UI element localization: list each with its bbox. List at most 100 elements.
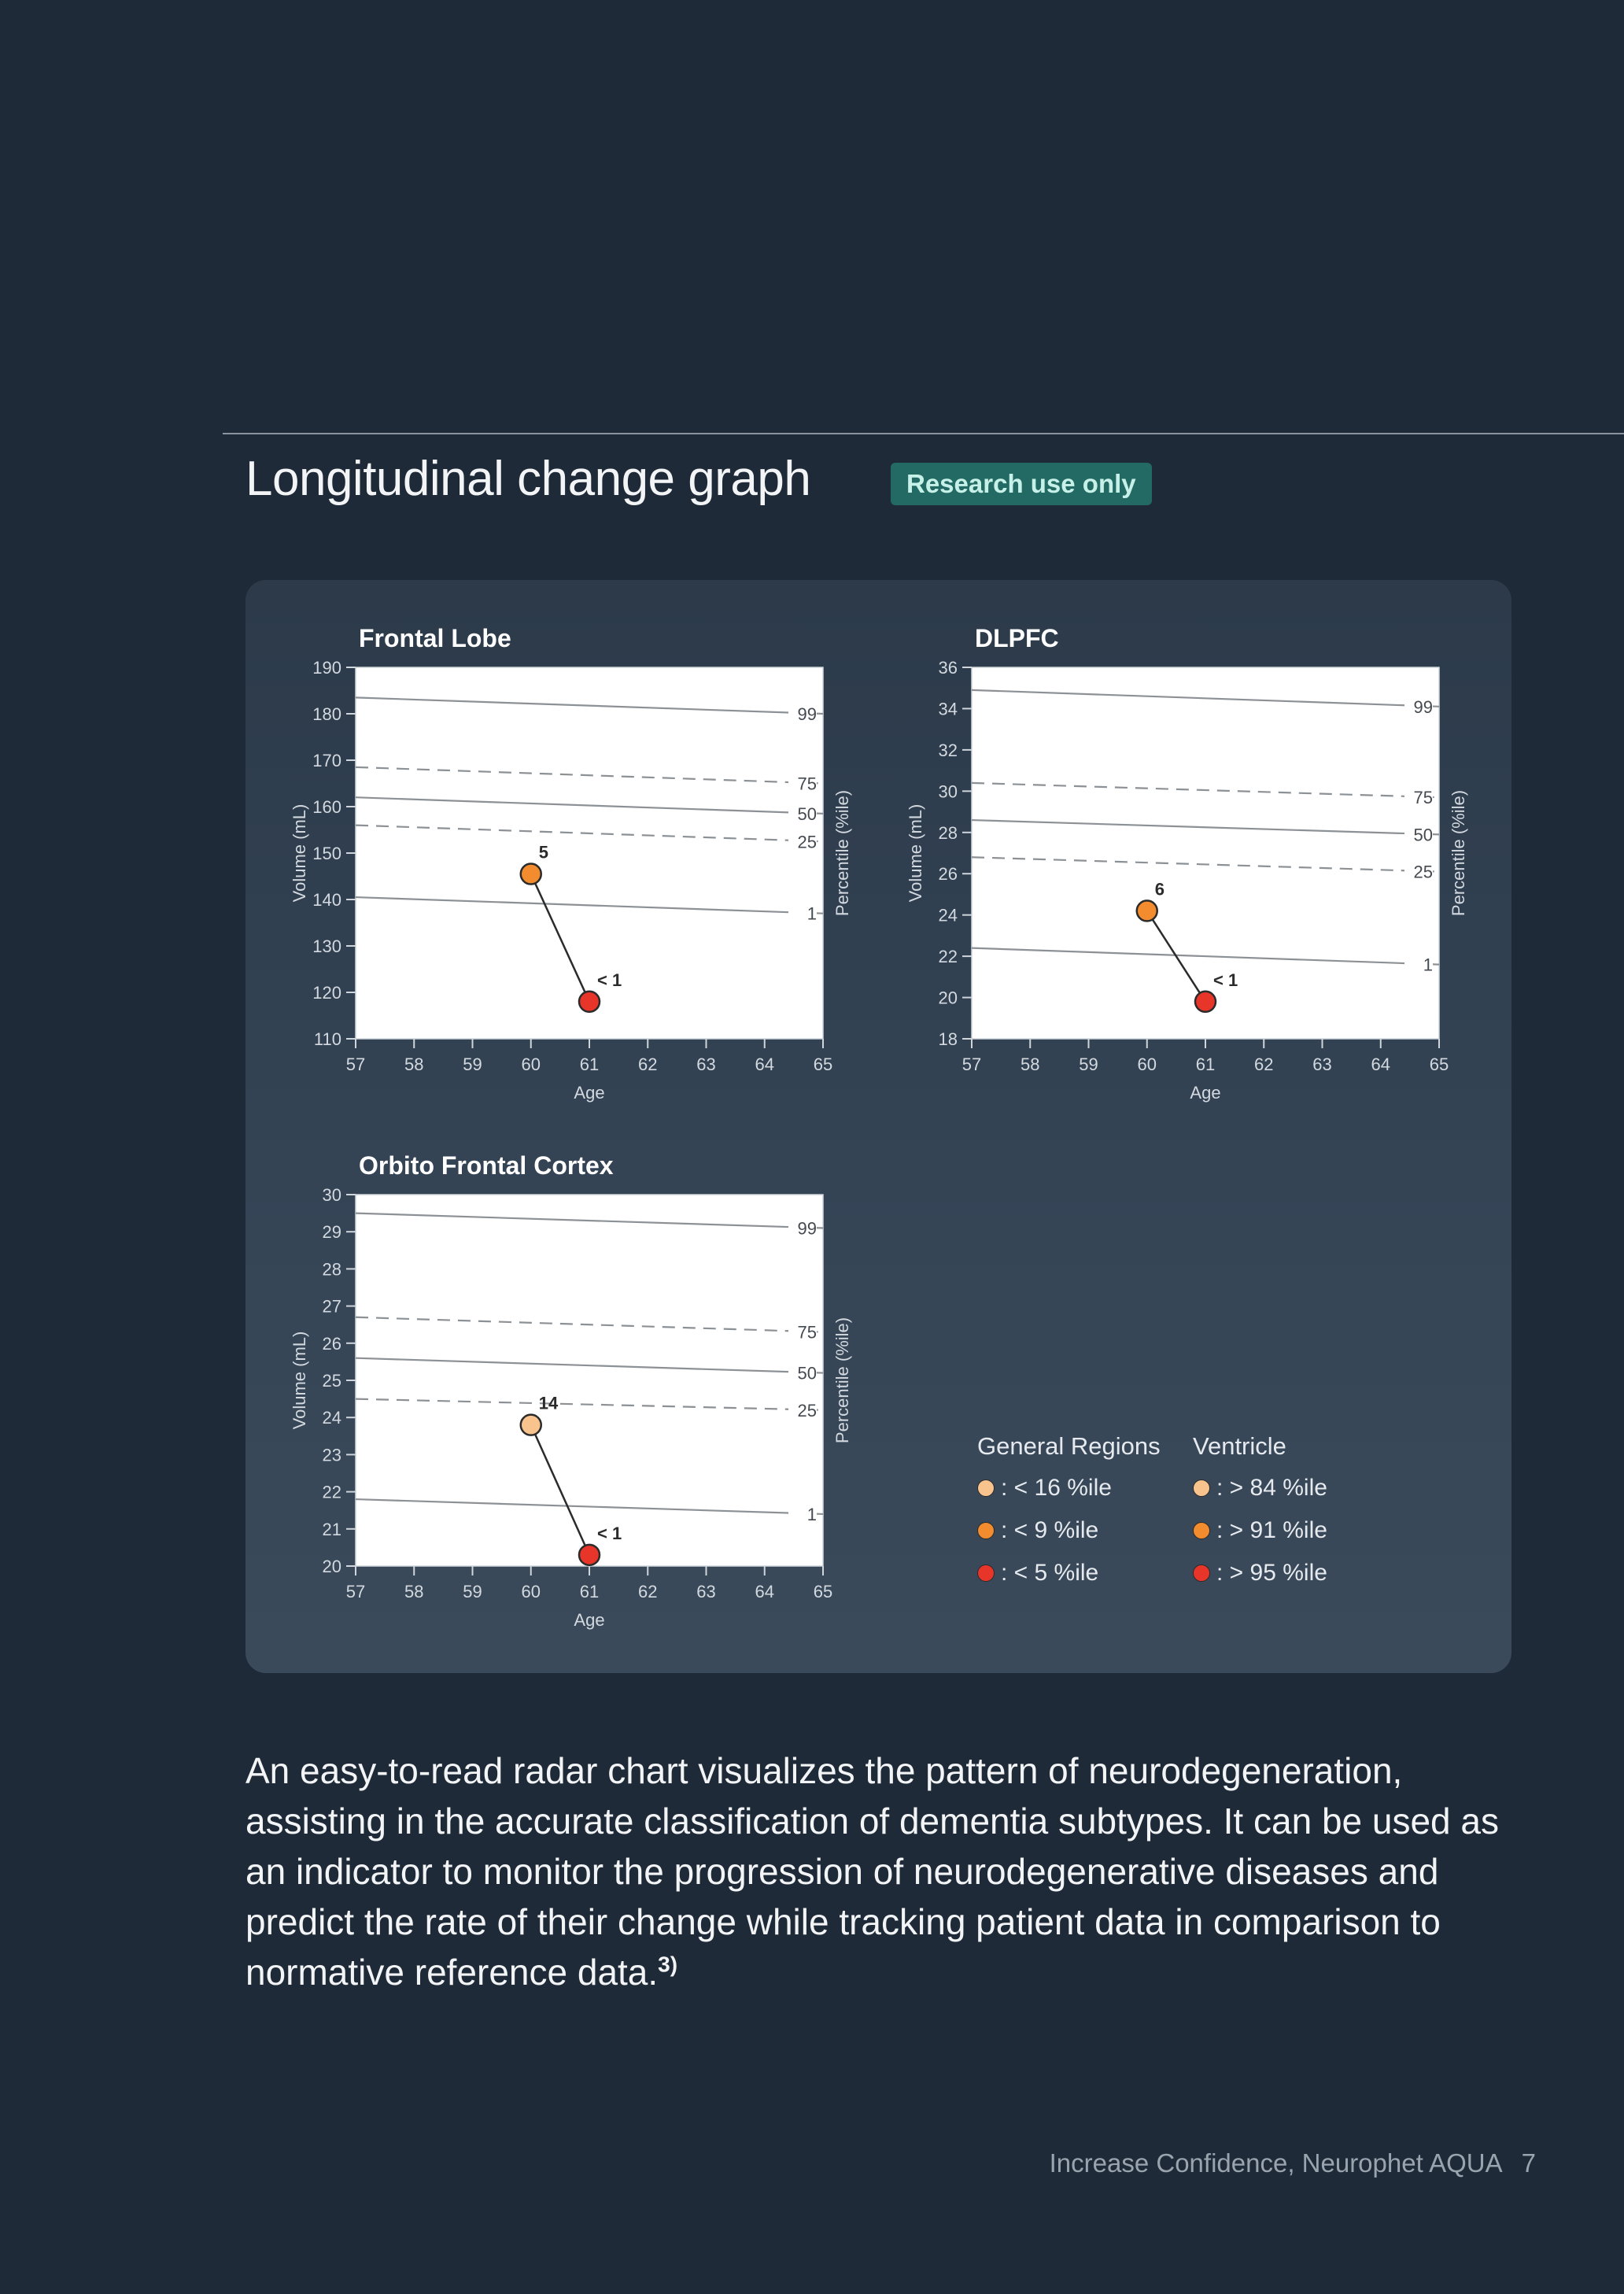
chart-title: DLPFC	[975, 624, 1059, 652]
research-use-badge: Research use only	[891, 463, 1152, 505]
y-tick-label: 18	[939, 1029, 958, 1049]
x-tick-label: 57	[962, 1055, 981, 1074]
legend-item: : < 5 %ile	[977, 1552, 1182, 1594]
y-tick-label: 28	[323, 1259, 341, 1279]
percentile-label-bg	[788, 704, 817, 723]
plot-area	[971, 667, 1440, 1040]
percentile-line	[355, 824, 824, 843]
legend-label: : < 9 %ile	[1001, 1517, 1099, 1543]
data-label: 6	[1155, 879, 1164, 899]
percentile-line	[355, 766, 824, 785]
x-tick-label: 64	[1371, 1055, 1390, 1074]
x-tick-label: 63	[696, 1582, 715, 1601]
percentile-label: 1	[807, 904, 817, 924]
y-axis-label: Volume (mL)	[906, 804, 925, 903]
percentile-line	[971, 856, 1440, 873]
percentile-label: 50	[798, 804, 817, 824]
x-tick-label: 57	[346, 1582, 365, 1601]
y2-axis-label: Percentile (%ile)	[832, 790, 852, 916]
description-paragraph: An easy-to-read radar chart visualizes t…	[245, 1745, 1504, 1997]
x-tick-label: 64	[755, 1055, 774, 1074]
y-tick-label: 32	[939, 741, 958, 760]
x-tick-label: 61	[580, 1055, 599, 1074]
data-point	[1194, 990, 1217, 1014]
legend-item: : < 9 %ile	[977, 1509, 1182, 1552]
page-footer: Increase Confidence, Neurophet AQUA 7	[1050, 2148, 1536, 2178]
y-tick-label: 20	[939, 988, 958, 1008]
percentile-line	[971, 947, 1440, 966]
percentile-label-bg	[788, 903, 817, 923]
legend-item: : > 91 %ile	[1193, 1509, 1397, 1552]
legend-label: : > 84 %ile	[1216, 1475, 1327, 1501]
y-tick-label: 21	[323, 1520, 341, 1539]
y-tick-label: 24	[939, 906, 958, 925]
x-tick-label: 62	[638, 1582, 657, 1601]
percentile-label: 25	[798, 1401, 817, 1420]
y-tick-label: 130	[312, 936, 341, 956]
percentile-line	[971, 781, 1440, 799]
x-tick-label: 62	[638, 1055, 657, 1074]
y-tick-label: 36	[939, 658, 958, 678]
legend-item: : < 16 %ile	[977, 1467, 1182, 1509]
percentile-label-bg	[788, 1400, 817, 1420]
y-tick-label: 27	[323, 1297, 341, 1317]
percentile-label: 25	[1414, 863, 1433, 882]
data-point	[519, 863, 542, 885]
percentile-label: 1	[807, 1505, 817, 1524]
percentile-label-bg	[788, 1504, 817, 1524]
y-tick-label: 29	[323, 1222, 341, 1242]
footnote-ref: 3)	[658, 1952, 678, 1977]
y-tick-label: 26	[939, 864, 958, 884]
description-text: An easy-to-read radar chart visualizes t…	[245, 1750, 1499, 1993]
percentile-label-bg	[788, 774, 817, 793]
data-point	[1135, 899, 1158, 922]
chart-title: Orbito Frontal Cortex	[359, 1151, 614, 1180]
x-axis-label: Age	[1190, 1083, 1220, 1103]
percentile-label: 99	[798, 704, 817, 724]
y-tick-label: 30	[939, 781, 958, 801]
percentile-label-bg	[1404, 696, 1433, 716]
y-tick-label: 28	[939, 823, 958, 843]
legend-swatch	[977, 1479, 995, 1497]
legend-ventricle: Ventricle : > 84 %ile : > 91 %ile : > 95…	[1193, 1432, 1397, 1594]
x-tick-label: 63	[1312, 1055, 1331, 1074]
percentile-label: 99	[1414, 697, 1433, 717]
legend-swatch	[1193, 1479, 1210, 1497]
percentile-label: 75	[798, 774, 817, 794]
y-tick-label: 26	[323, 1334, 341, 1354]
legend-swatch	[1193, 1522, 1210, 1539]
percentile-label: 99	[798, 1218, 817, 1238]
percentile-label-bg	[1404, 788, 1433, 807]
legend-heading-general: General Regions	[977, 1432, 1161, 1460]
x-tick-label: 60	[522, 1055, 541, 1074]
legend-swatch	[977, 1522, 995, 1539]
legend-label: : > 91 %ile	[1216, 1517, 1327, 1543]
percentile-label-bg	[1404, 825, 1433, 844]
x-tick-label: 62	[1254, 1055, 1273, 1074]
data-label: < 1	[597, 970, 622, 990]
y-tick-label: 170	[312, 751, 341, 770]
footer-text: Increase Confidence, Neurophet AQUA	[1049, 2148, 1503, 2178]
chart-svg: Orbito Frontal Cortex 20 21 22 23 24 25 26 27 28 2…	[290, 1151, 852, 1630]
x-tick-label: 60	[522, 1582, 541, 1601]
legend-label: : > 95 %ile	[1216, 1560, 1327, 1586]
y-tick-label: 180	[312, 704, 341, 724]
x-tick-label: 61	[1196, 1055, 1215, 1074]
y-tick-label: 190	[312, 658, 341, 678]
percentile-label-bg	[788, 832, 817, 851]
series-line	[1146, 910, 1207, 1003]
page-number: 7	[1521, 2148, 1536, 2178]
legend-swatch	[1193, 1564, 1210, 1582]
percentile-line	[355, 1212, 824, 1229]
y2-axis-label: Percentile (%ile)	[1449, 790, 1468, 916]
legend-heading-ventricle: Ventricle	[1193, 1432, 1286, 1460]
x-tick-label: 57	[346, 1055, 365, 1074]
percentile-line	[971, 689, 1440, 707]
chart-title: Frontal Lobe	[359, 624, 511, 652]
series-line	[530, 874, 591, 1003]
frontal-lobe-chart: Frontal Lobe 110 120 130 140 150 160 170 180 190 5…	[283, 614, 866, 1117]
legend-label: : < 5 %ile	[1001, 1560, 1099, 1586]
percentile-label: 50	[1414, 825, 1433, 844]
x-axis-label: Age	[574, 1083, 604, 1103]
chart-svg: Frontal Lobe1101201301401501601701801905…	[290, 624, 852, 1103]
